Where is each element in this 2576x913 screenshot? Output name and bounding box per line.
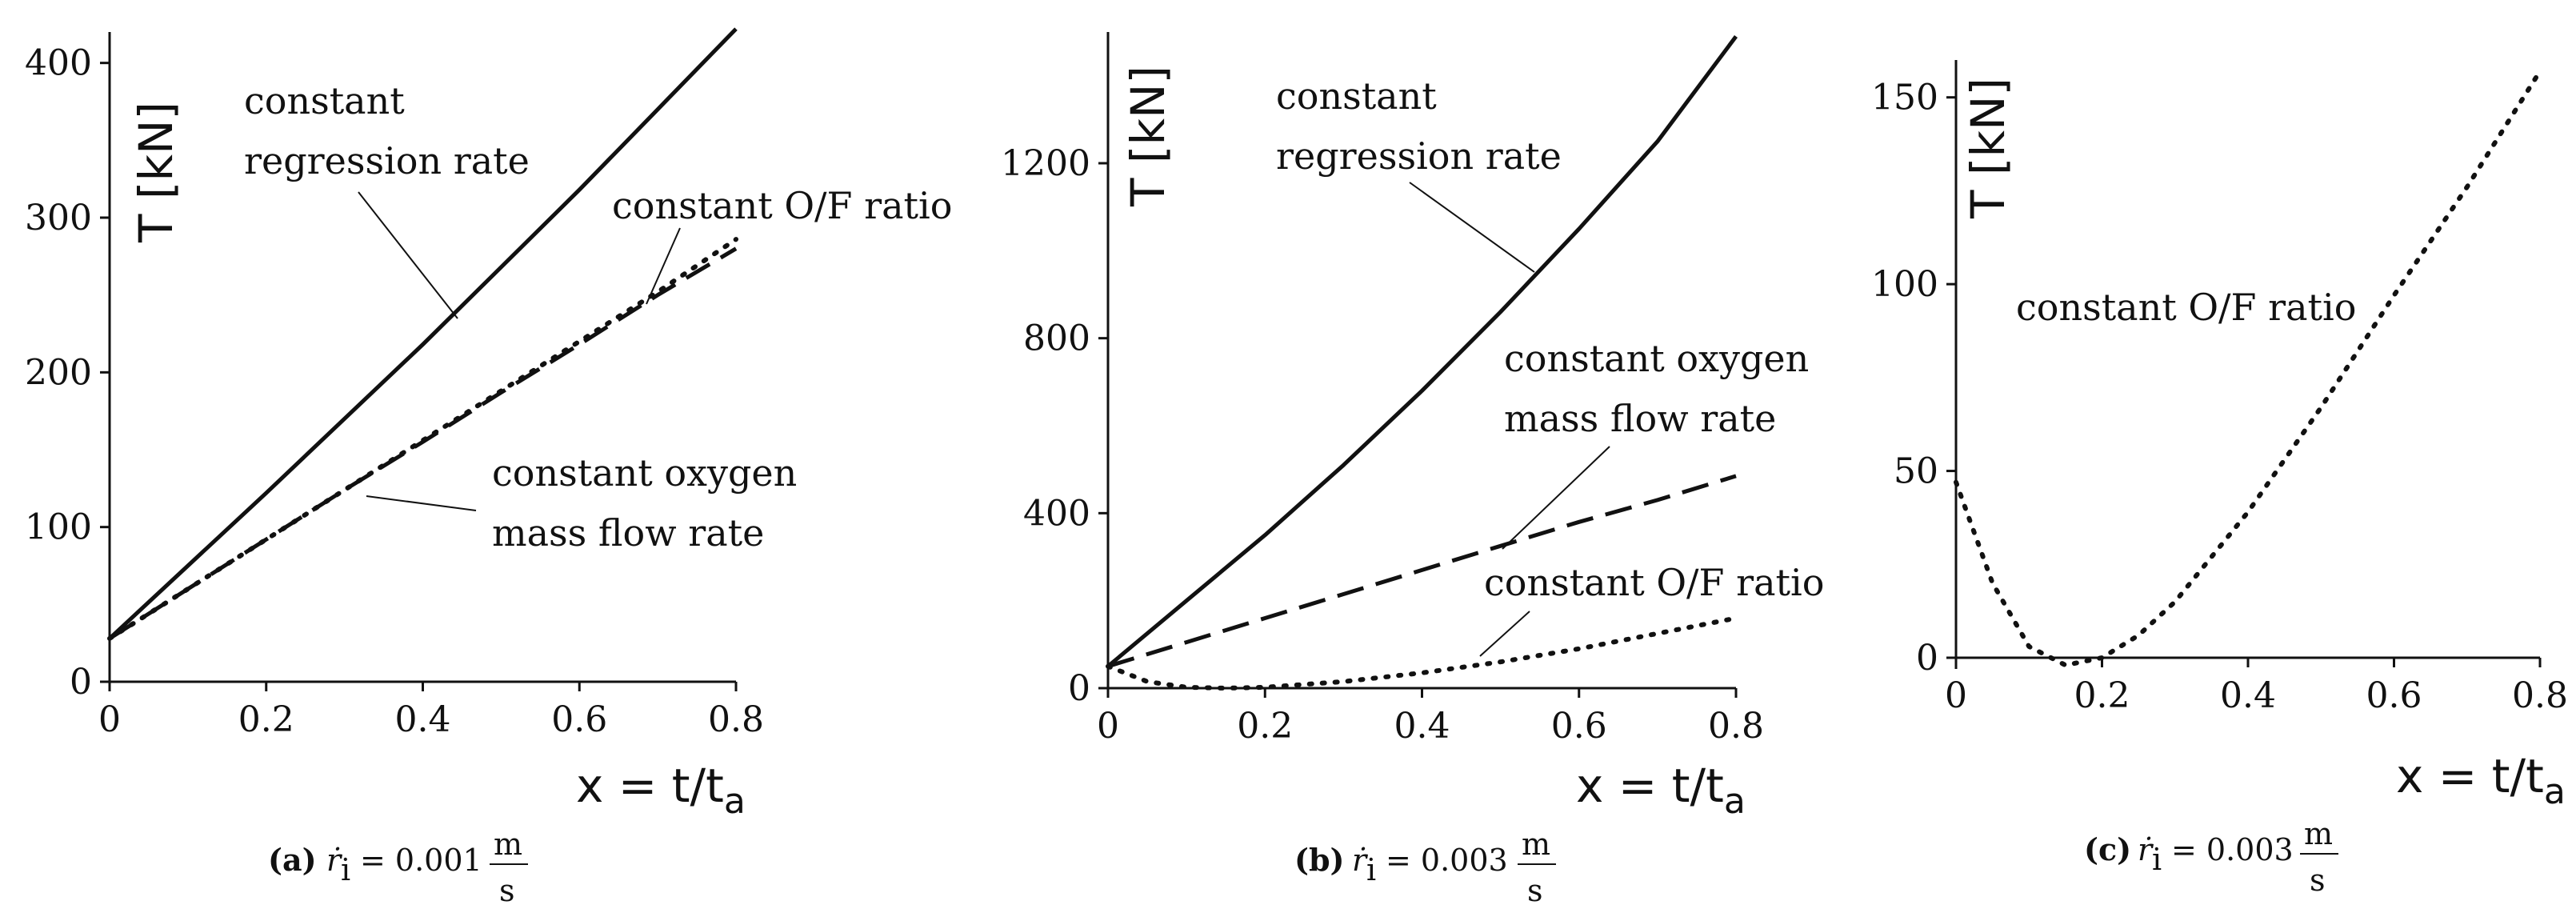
panel-c-plot: 0 50 100 150 0 0.2 0.4 0.6 0.8 — [1871, 60, 2568, 716]
svg-text:= 0.003: = 0.003 — [2171, 832, 2294, 867]
panel-b-annotation-of-ratio: constant O/F ratio — [1484, 561, 1824, 604]
panel-c-y-tick-label: 50 — [1894, 451, 1938, 492]
panel-b-x-tick-label: 0.4 — [1394, 706, 1450, 747]
panel-a-series-dashed-line — [108, 246, 738, 641]
panel-a-x-tick-label: 0.8 — [708, 699, 764, 740]
panel-c-y-axis-label: T [kN] — [1961, 78, 2015, 219]
svg-text:ṙ: ṙ — [326, 843, 343, 878]
panel-a-x-tick-label: 0.4 — [395, 699, 451, 740]
panel-b-leader-oxygen — [1502, 446, 1610, 550]
svg-text:= 0.003: = 0.003 — [1386, 843, 1508, 878]
svg-text:m: m — [494, 827, 522, 862]
panel-b-y-tick-label: 400 — [1023, 493, 1090, 534]
panel-b-annotation-regression: constant regression rate — [1276, 74, 1562, 178]
panel-b-leader-regression — [1409, 182, 1535, 273]
panel-c-series-dotted-line — [1954, 69, 2542, 668]
svg-text:ṙ: ṙ — [2138, 832, 2154, 867]
panel-b-leader-of-ratio — [1479, 611, 1530, 657]
svg-text:i: i — [1366, 852, 1376, 887]
panel-c-x-tick-label: 0 — [1945, 675, 1967, 716]
panel-a: 0 100 200 300 400 0 0.2 0.4 0.6 0.8 T [kN] x = t/… — [25, 27, 952, 908]
panel-a-series-solid-line — [108, 27, 738, 640]
panel-b-x-axis-label: x = t/ta — [1576, 759, 1746, 822]
panel-c-caption: (c) ṙ i = 0.003 m s — [2084, 816, 2338, 898]
svg-text:(c): (c) — [2084, 831, 2131, 867]
panel-c-y-tick-label: 150 — [1871, 78, 1938, 118]
panel-a-leader-regression — [358, 191, 458, 319]
panel-a-y-tick-label: 400 — [25, 43, 92, 84]
panel-c-x-tick-label: 0.4 — [2220, 675, 2276, 716]
panel-a-leader-of-ratio — [646, 227, 681, 305]
panel-c-x-axis-label: x = t/ta — [2396, 749, 2566, 812]
panel-a-leader-oxygen — [366, 495, 477, 511]
panel-a-y-tick-label: 100 — [25, 507, 92, 548]
panel-b-y-tick-label: 0 — [1068, 668, 1090, 709]
panel-a-x-axis-label: x = t/ta — [576, 759, 746, 822]
panel-a-series-dotted-line — [107, 237, 738, 641]
panel-c-x-tick-label: 0.6 — [2366, 675, 2422, 716]
panel-b-series-dotted-line — [1106, 615, 1738, 691]
panel-b-x-tick-label: 0.8 — [1708, 706, 1764, 747]
panel-b-y-tick-label: 800 — [1023, 318, 1090, 359]
panel-a-plot: 0 100 200 300 400 0 0.2 0.4 0.6 0.8 — [25, 27, 764, 740]
svg-text:s: s — [499, 873, 515, 908]
svg-text:i: i — [341, 852, 350, 887]
panel-a-y-tick-label: 200 — [25, 352, 92, 393]
svg-text:= 0.001: = 0.001 — [360, 843, 482, 878]
panel-c-x-tick-label: 0.2 — [2074, 675, 2130, 716]
panel-a-x-tick-label: 0 — [98, 699, 121, 740]
svg-text:m: m — [1522, 827, 1550, 862]
panel-b: 0 400 800 1200 0 0.2 0.4 0.6 0.8 T [kN] x = t/ta… — [1001, 32, 1824, 908]
panel-b-series-dashed-line — [1107, 474, 1737, 669]
panel-b-caption: (b) ṙ i = 0.003 m s — [1294, 827, 1556, 908]
panel-c: 0 50 100 150 0 0.2 0.4 0.6 0.8 T [kN] x = t/ta c… — [1871, 60, 2568, 898]
panel-b-x-tick-label: 0.2 — [1237, 706, 1293, 747]
panel-c-x-tick-label: 0.8 — [2512, 675, 2568, 716]
panel-b-series-solid-line — [1106, 35, 1738, 668]
svg-text:m: m — [2304, 816, 2333, 851]
panel-c-annotation-of-ratio: constant O/F ratio — [2016, 286, 2356, 329]
panel-a-y-tick-label: 300 — [25, 198, 92, 238]
panel-b-annotation-oxygen: constant oxygen mass flow rate — [1504, 337, 1809, 440]
panel-a-annotation-regression: constant regression rate — [244, 79, 530, 182]
panel-c-y-tick-label: 0 — [1916, 638, 1938, 679]
panel-b-y-axis-label: T [kN] — [1121, 66, 1175, 207]
svg-text:s: s — [2310, 863, 2326, 898]
panel-a-y-tick-label: 0 — [70, 662, 92, 703]
svg-text:ṙ: ṙ — [1352, 843, 1369, 878]
svg-text:(b): (b) — [1294, 842, 1345, 878]
panel-b-plot: 0 400 800 1200 0 0.2 0.4 0.6 0.8 — [1001, 32, 1764, 747]
panel-b-x-tick-label: 0.6 — [1551, 706, 1607, 747]
panel-b-y-tick-label: 1200 — [1001, 143, 1090, 184]
panel-a-annotation-of-ratio: constant O/F ratio — [612, 184, 952, 227]
panel-a-x-tick-label: 0.2 — [238, 699, 294, 740]
panel-a-x-tick-label: 0.6 — [551, 699, 607, 740]
panel-b-x-tick-label: 0 — [1097, 706, 1119, 747]
panel-c-y-tick-label: 100 — [1871, 264, 1938, 305]
svg-text:s: s — [1527, 873, 1543, 908]
panel-a-annotation-oxygen: constant oxygen mass flow rate — [492, 451, 797, 555]
svg-text:i: i — [2152, 842, 2162, 877]
panel-a-y-axis-label: T [kN] — [129, 102, 183, 243]
panel-a-caption: (a) ṙ i = 0.001 m s — [268, 827, 528, 908]
svg-text:(a): (a) — [268, 842, 317, 878]
